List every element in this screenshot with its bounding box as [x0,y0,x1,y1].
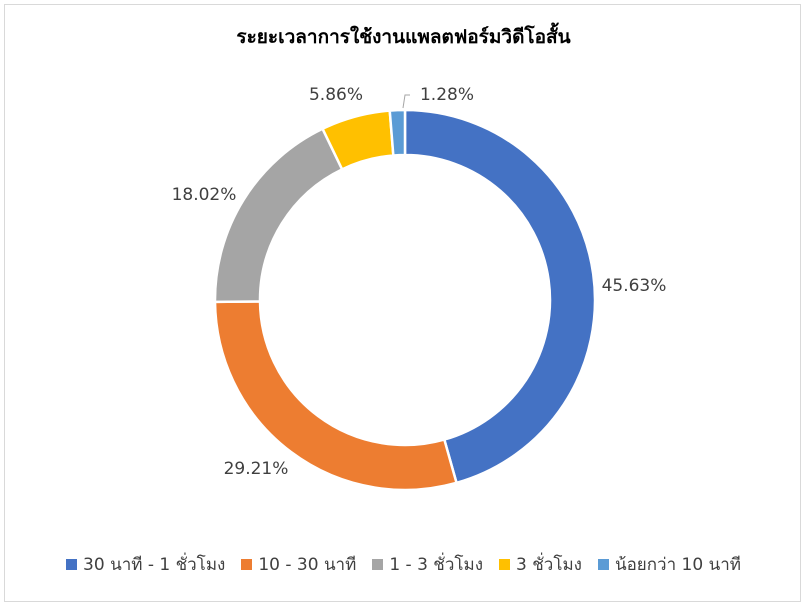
legend-swatch [597,559,609,570]
legend-item-2: 10 - 30 นาที [241,551,356,578]
legend-item-4: 3 ชั่วโมง [499,551,582,578]
legend-swatch [241,559,253,570]
legend-label: น้อยกว่า 10 นาที [614,555,741,575]
legend-item-3: 1 - 3 ชั่วโมง [372,551,483,578]
data-label-1: 45.63% [602,276,667,296]
chart-title: ระยะเวลาการใช้งานแพลตฟอร์มวิดีโอสั้น [236,26,571,48]
data-label-5: 1.28% [420,85,474,105]
chart-frame [4,4,801,602]
legend-label: 3 ชั่วโมง [516,555,582,575]
data-label-2: 29.21% [224,459,289,479]
data-label-3: 18.02% [172,185,237,205]
data-label-4: 5.86% [309,85,363,105]
legend-label: 10 - 30 นาที [258,555,357,575]
legend: 30 นาที - 1 ชั่วโมง 10 - 30 นาที 1 - 3 ชั่… [0,551,807,578]
legend-swatch [372,559,384,570]
leader-line [402,94,410,109]
legend-swatch [499,559,511,570]
legend-item-1: 30 นาที - 1 ชั่วโมง [66,551,225,578]
donut-slice-5 [388,108,407,157]
legend-label: 1 - 3 ชั่วโมง [389,555,484,575]
legend-item-5: น้อยกว่า 10 นาที [597,551,741,578]
donut-slice-1 [403,108,597,485]
legend-swatch [66,559,78,570]
donut-slice-3 [213,127,344,304]
legend-label: 30 นาที - 1 ชั่วโมง [83,555,226,575]
